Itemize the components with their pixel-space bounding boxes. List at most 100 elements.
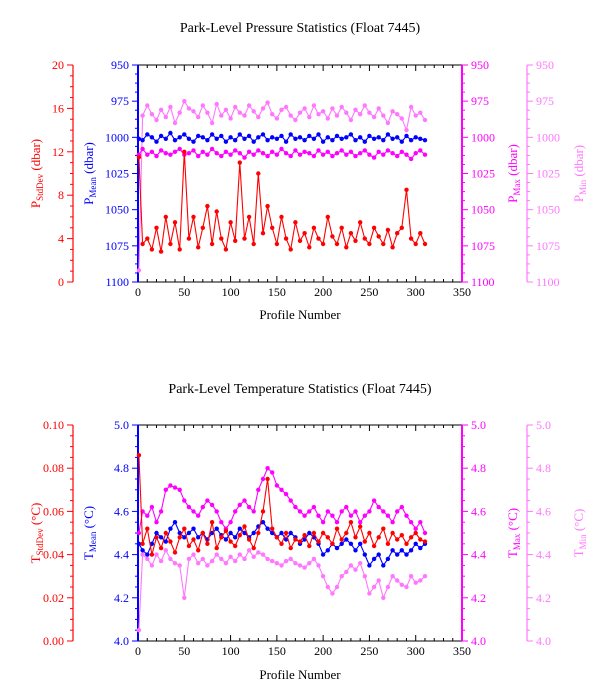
pressure-stddev-data-point: [390, 245, 395, 250]
pressure-stddev-data-point: [376, 234, 381, 239]
pressure-min-axis-tick-label: 1050: [536, 203, 560, 217]
pressure-max-data-point: [404, 152, 409, 157]
pressure-max-data-point: [413, 151, 418, 156]
temperature-mean-data-point: [251, 530, 256, 536]
temperature-mean-data-point: [279, 530, 284, 536]
temperature-max-data-point: [237, 502, 242, 508]
temperature-max-data-point: [302, 513, 307, 518]
pressure-min-data-point: [196, 114, 201, 120]
temperature-min-data-point: [283, 558, 289, 564]
temperature-min-data-point: [274, 561, 280, 566]
pressure-mean-data-point: [297, 135, 303, 140]
temperature-min-data-point: [297, 563, 303, 568]
pressure-min-data-point: [376, 106, 381, 111]
temperature-plot-frame: [137, 424, 463, 642]
temperature-stddev-data-point: [344, 530, 349, 536]
pressure-stddev-data-point: [404, 187, 409, 192]
temperature-panel: Park-Level Temperature Statistics (Float…: [28, 382, 588, 682]
temperature-stddev-axis-tick-label: 0.08: [43, 461, 64, 475]
pressure-mean-data-point: [191, 139, 196, 144]
temperature-stddev-data-point: [177, 535, 182, 540]
temperature-min-data-point: [362, 574, 367, 579]
temperature-stddev-data-point: [233, 543, 238, 549]
temperature-max-data-point: [233, 509, 238, 514]
pressure-max-data-point: [237, 151, 242, 156]
temperature-x-tick-label: 100: [222, 644, 240, 658]
pressure-stddev-data-point: [270, 225, 275, 230]
pressure-max-data-point: [302, 149, 307, 154]
temperature-mean-data-point: [228, 530, 233, 536]
pressure-mean-data-point: [251, 139, 256, 144]
temperature-stddev-data-point: [358, 524, 363, 529]
pressure-min-data-point: [158, 107, 164, 113]
temperature-mean-axis-tick-label: 4.8: [114, 461, 129, 475]
pressure-min-data-point: [307, 114, 312, 120]
temperature-mean-data-point: [158, 535, 164, 540]
temperature-stddev-data-point: [182, 526, 187, 531]
pressure-max-axis-tick-label: 975: [471, 94, 489, 108]
pressure-max-data-point: [163, 151, 168, 156]
temperature-min-data-point: [233, 558, 238, 564]
temperature-max-data-point: [334, 520, 340, 525]
temperature-mean-data-point: [348, 541, 354, 546]
pressure-chart-title: Park-Level Pressure Statistics (Float 74…: [180, 21, 421, 36]
pressure-min-data-point: [404, 127, 409, 133]
temperature-mean-axis-tick-label: 5.0: [114, 418, 129, 432]
temperature-stddev-data-point: [330, 541, 335, 546]
temperature-min-data-point: [172, 561, 178, 566]
pressure-mean-data-point: [353, 138, 358, 143]
temperature-mean-data-point: [320, 552, 326, 557]
temperature-mean-data-point: [404, 552, 409, 557]
pressure-min-data-point: [311, 103, 317, 108]
pressure-mean-data-point: [228, 135, 233, 140]
pressure-stddev-data-point: [334, 241, 340, 247]
temperature-stddev-data-point: [260, 509, 266, 514]
temperature-mean-data-point: [371, 556, 377, 562]
temperature-stddev-data-point: [214, 545, 219, 551]
pressure-min-data-point: [214, 101, 219, 107]
temperature-stddev-data-point: [209, 520, 215, 525]
pressure-mean-data-point: [279, 133, 284, 139]
pressure-max-data-point: [371, 155, 377, 160]
pressure-mean-data-point: [362, 139, 367, 144]
temperature-mean-data-point: [362, 552, 367, 557]
pressure-min-data-point: [237, 110, 242, 115]
temperature-stddev-data-point: [404, 541, 409, 546]
temperature-stddev-axis-tick-label: 0.10: [43, 418, 64, 432]
temperature-min-data-point: [256, 550, 261, 555]
temperature-max-data-point: [145, 513, 150, 518]
pressure-mean-data-point: [163, 136, 168, 141]
pressure-stddev-data-point: [367, 241, 372, 247]
temperature-max-data-point: [362, 513, 367, 518]
temperature-min-data-point: [390, 574, 395, 579]
pressure-min-axis-tick-label: 1075: [536, 239, 560, 253]
temperature-mean-data-point: [288, 530, 293, 536]
temperature-x-tick-label: 150: [268, 644, 286, 658]
temperature-stddev-data-point: [381, 526, 386, 531]
temperature-max-data-point: [418, 520, 423, 525]
temperature-min-data-point: [325, 584, 330, 590]
temperature-mean-data-point: [413, 541, 418, 546]
pressure-mean-data-point: [320, 139, 326, 144]
pressure-min-data-point: [186, 106, 192, 111]
pressure-mean-data-point: [149, 135, 155, 140]
temperature-mean-data-point: [353, 548, 358, 553]
temperature-mean-data-point: [191, 526, 196, 531]
pressure-min-data-point: [228, 116, 233, 121]
pressure-max-data-point: [260, 151, 266, 156]
temperature-mean-data-point: [186, 530, 192, 536]
pressure-stddev-axis-tick-label: 4: [58, 232, 64, 246]
pressure-x-axis-label: Profile Number: [259, 307, 341, 322]
temperature-stddev-data-point: [251, 545, 256, 551]
temperature-max-data-point: [136, 530, 142, 536]
pressure-min-data-point: [242, 113, 247, 118]
temperature-min-data-point: [158, 558, 164, 564]
temperature-max-data-point: [177, 487, 182, 492]
temperature-max-data-point: [172, 485, 178, 490]
temperature-stddev-data-point: [200, 530, 205, 536]
temperature-stddev-data-point: [191, 537, 196, 542]
pressure-stddev-axis-tick-label: 16: [52, 101, 64, 115]
temperature-min-data-point: [404, 584, 409, 590]
pressure-stddev-data-point: [172, 220, 178, 225]
pressure-min-data-point: [385, 120, 391, 126]
